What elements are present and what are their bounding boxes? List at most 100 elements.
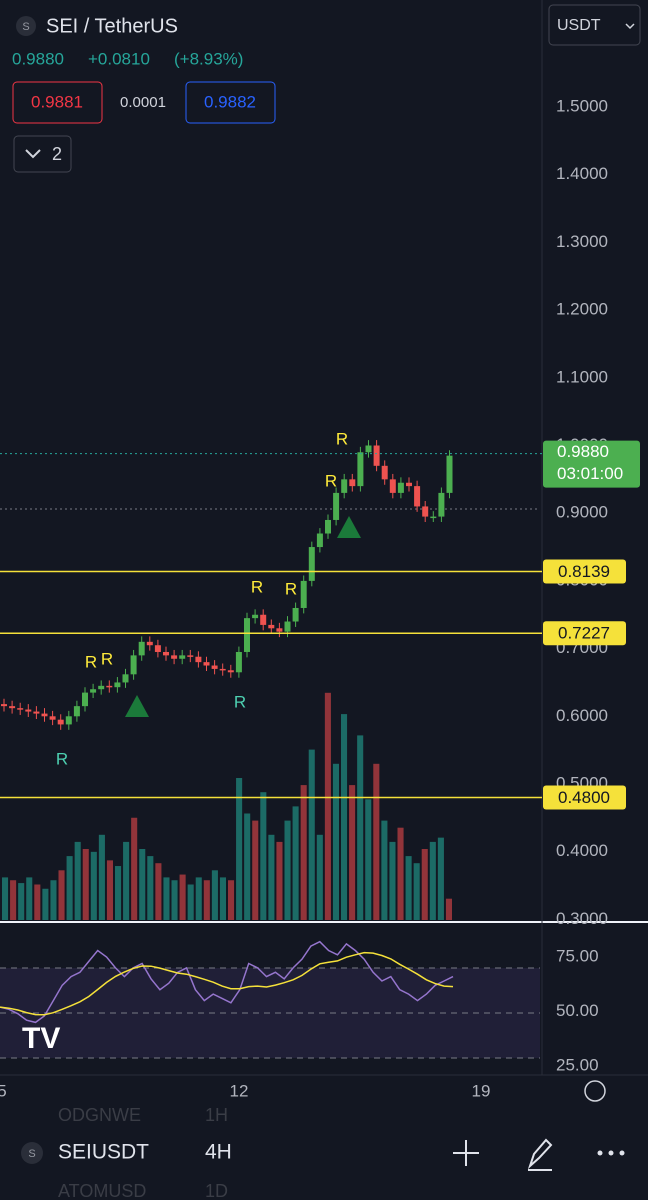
signal-label: R <box>251 577 263 596</box>
candle-body <box>244 618 250 652</box>
countdown: 03:01:00 <box>557 464 623 483</box>
volume-bar <box>308 749 315 920</box>
signal-label: R <box>85 652 97 671</box>
more-icon[interactable] <box>597 1150 625 1156</box>
candle-body <box>325 519 331 534</box>
volume-bar <box>260 792 267 920</box>
level-label: 0.8139 <box>558 562 610 581</box>
candle-body <box>300 580 307 608</box>
dot[interactable] <box>608 1150 614 1156</box>
tv-logo: TV <box>22 1022 60 1055</box>
volume-bar <box>10 880 17 920</box>
symbol[interactable]: SEIUSDT <box>58 1141 149 1164</box>
buy-price[interactable]: 0.9882 <box>204 92 256 111</box>
draw-icon[interactable] <box>527 1138 553 1171</box>
volume-bar <box>381 820 388 920</box>
volume-bar <box>74 841 81 920</box>
signal-label: R <box>336 429 348 448</box>
symbol-logo <box>21 1142 43 1164</box>
settings-icon[interactable] <box>584 1080 606 1102</box>
indicators-toggle[interactable] <box>13 135 72 173</box>
candle-body <box>268 624 275 629</box>
volume-bar <box>276 841 283 920</box>
buy-button[interactable] <box>185 81 276 124</box>
sell-button[interactable] <box>12 81 103 124</box>
candle-body <box>316 533 323 548</box>
dot[interactable] <box>619 1150 625 1156</box>
price-tick-label: 0.9000 <box>556 503 608 522</box>
volume-bar <box>349 785 356 920</box>
candle-body <box>292 607 299 622</box>
candle-body <box>397 482 404 493</box>
add-icon[interactable] <box>453 1140 479 1166</box>
currency-selector[interactable] <box>548 4 641 46</box>
candle-body <box>49 716 56 720</box>
volume-bar <box>324 692 331 920</box>
volume-bar <box>300 785 307 920</box>
candle-body <box>17 708 24 710</box>
signal-label: R <box>56 749 68 768</box>
volume-bar <box>389 841 396 920</box>
volume-bar <box>421 849 428 920</box>
signal-label: R <box>325 471 337 490</box>
candle-body <box>252 614 259 619</box>
volume-bar <box>34 884 41 920</box>
faded-symbol: ATOMUSD <box>58 1181 146 1200</box>
volume-bar <box>316 834 323 920</box>
volume-bar <box>50 880 57 920</box>
candle-body <box>9 706 16 709</box>
candle-body <box>114 682 121 688</box>
chevron-icon <box>25 149 41 159</box>
volume-bar <box>365 799 372 920</box>
candle-body <box>57 719 64 725</box>
volume-bar <box>373 763 380 920</box>
sell-price[interactable]: 0.9881 <box>31 92 83 111</box>
volume-bar <box>252 820 259 920</box>
faded-symbol: ODGNWE <box>58 1105 141 1125</box>
volume-bar <box>179 874 186 920</box>
candle-body <box>106 685 113 688</box>
candle-body <box>406 482 412 487</box>
volume-bar <box>66 856 73 920</box>
volume-bar <box>445 898 452 920</box>
time-tick-label: 12 <box>230 1081 249 1100</box>
level-tag <box>543 785 626 810</box>
interval[interactable]: 4H <box>205 1141 232 1164</box>
candle-body <box>284 621 291 632</box>
candle-body <box>146 641 153 646</box>
dot[interactable] <box>597 1150 603 1156</box>
last-price: 0.9880 <box>12 49 64 68</box>
rsi-ma-line <box>0 951 454 1016</box>
volume-bar <box>292 806 299 920</box>
volume-bar <box>106 860 113 920</box>
volume-bar <box>131 817 138 920</box>
volume-bar <box>203 880 210 920</box>
spread: 0.0001 <box>120 94 166 111</box>
indicator-count[interactable]: 2 <box>52 144 62 164</box>
rsi-tick-label: 50.00 <box>556 1001 599 1020</box>
volume-bar <box>58 870 65 920</box>
volume-bar <box>123 841 130 920</box>
volume-bar <box>42 888 49 920</box>
candle-body <box>349 479 356 487</box>
volume-bar <box>284 820 291 920</box>
candle-body <box>65 716 72 725</box>
candle-body <box>171 655 178 659</box>
volume-bar <box>82 849 89 920</box>
price-change-percent: (+8.93%) <box>174 49 243 68</box>
logo-letter: S <box>28 1148 35 1160</box>
volume-bar <box>187 884 194 920</box>
volume-bar <box>268 834 275 920</box>
volume-bar <box>139 849 146 920</box>
symbol-logo <box>16 16 36 36</box>
candle-body <box>41 713 48 717</box>
volume-bar <box>244 813 251 920</box>
volume-bar <box>437 837 444 920</box>
candle-body <box>1 704 7 707</box>
level-tag <box>543 621 626 646</box>
currency[interactable]: USDT <box>557 17 601 34</box>
volume-bar <box>332 763 339 920</box>
candle-body <box>82 692 88 707</box>
candle-body <box>163 651 169 656</box>
